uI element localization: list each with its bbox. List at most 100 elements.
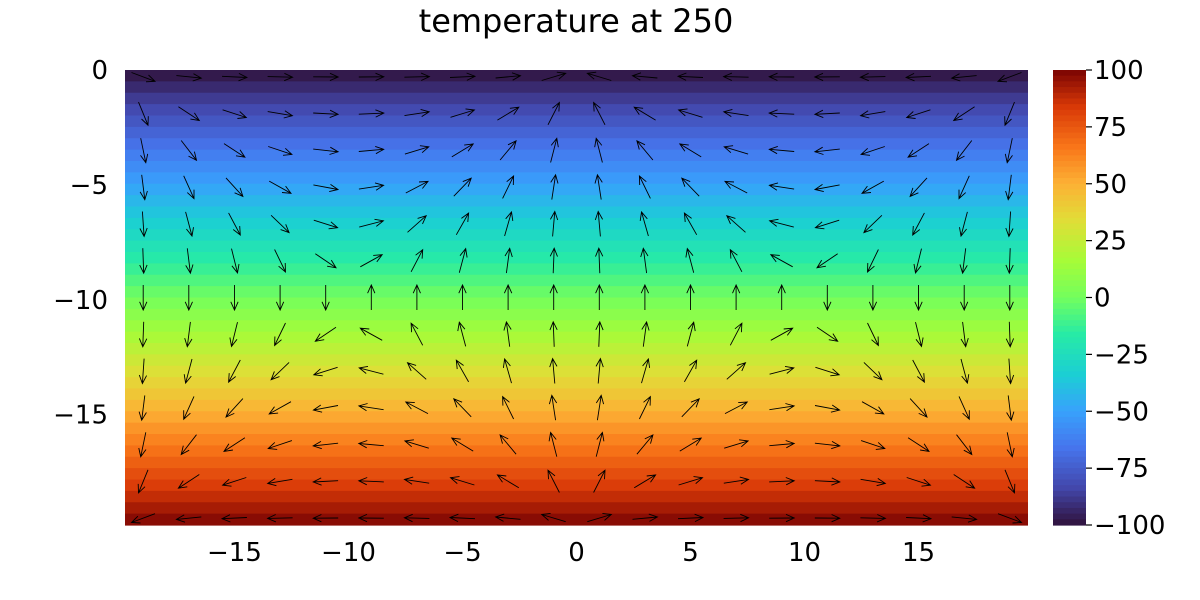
quiver-arrow [813,72,840,82]
colorbar-segment [1053,382,1086,390]
quiver-arrow [131,72,157,83]
quiver-arrow [548,431,558,457]
quiver-arrow [183,358,193,385]
colorbar-tick-label: 0 [1094,284,1111,314]
quiver-arrow [777,283,786,310]
quiver-arrow [220,514,247,523]
quiver-arrow [312,404,339,413]
quiver-arrow [183,175,195,200]
colorbar-segment [1053,195,1086,202]
quiver-arrow [357,477,384,486]
quiver-arrow [499,139,517,161]
colorbar-segment [1053,365,1086,373]
colorbar-tick-label: 100 [1094,56,1144,86]
quiver-arrow [638,395,651,420]
quiver-arrow [360,254,384,268]
colorbar-segment [1053,172,1086,179]
quiver-arrow [180,140,198,162]
quiver-arrow [814,404,841,413]
quiver-arrow [639,210,649,237]
quiver-arrow [1005,174,1014,201]
quiver-arrow [184,285,193,312]
contour-band [125,377,1028,390]
quiver-arrow [594,173,603,200]
quiver-arrow [410,248,424,273]
quiver-arrow [956,434,973,456]
colorbar-segment [1053,519,1086,526]
quiver-arrow [268,401,292,415]
quiver-arrow [633,474,657,489]
quiver-arrow [636,434,654,455]
quiver-arrow [724,401,749,414]
contour-band [125,331,1028,344]
quiver-arrow [270,362,290,381]
quiver-arrow [185,211,194,238]
quiver-arrow [404,401,429,414]
contour-band [125,286,1028,299]
contour-band [125,388,1028,401]
quiver-arrow [314,326,337,342]
colorbar-segment [1053,246,1086,253]
colorbar-segment [1053,462,1086,469]
colorbar-segment [1053,280,1086,287]
colorbar-segment [1053,269,1086,276]
quiver-arrow [228,359,241,384]
quiver-arrow [270,214,290,234]
colorbar-segment [1053,263,1086,270]
quiver-arrow [497,106,520,121]
quiver-arrow [769,403,796,412]
quiver-arrow [359,218,385,228]
quiver-arrow [729,248,743,273]
quiver-arrow [725,214,746,233]
quiver-arrow [450,108,476,118]
colorbar-segment [1053,434,1086,441]
quiver-arrow [960,285,969,312]
quiver-arrow [909,398,928,418]
colorbar-segment [1053,377,1086,384]
quiver-arrow [768,109,795,118]
contour-band [125,217,1028,230]
quiver-arrow [312,366,338,377]
quiver-arrow [1006,432,1015,458]
colorbar-segment [1053,496,1086,503]
quiver-arrow [504,247,513,274]
colorbar-segment [1053,325,1086,333]
quiver-arrow [681,397,700,418]
quiver-arrow [267,440,293,450]
colorbar-segment [1053,257,1086,264]
quiver-arrow [676,72,704,81]
quiver-arrow [550,210,559,237]
quiver-arrow [457,321,467,347]
contour-band [125,195,1028,208]
quiver-arrow [586,71,612,81]
colorbar-segment [1053,252,1086,259]
quiver-arrow [403,439,429,449]
x-tick-label: 5 [682,538,699,568]
quiver-arrow [595,431,605,457]
quiver-arrow [867,249,879,273]
quiver-arrow [358,182,385,191]
x-tick-label: −15 [207,538,262,568]
quiver-arrow [813,184,840,193]
quiver-arrow [997,513,1023,524]
quiver-arrow [175,514,202,523]
colorbar-segment [1053,183,1086,191]
quiver-arrow [686,321,696,347]
quiver-arrow [275,285,285,312]
quiver-arrow [274,249,286,273]
quiver-arrow [678,143,702,158]
contour-band [125,456,1028,469]
quiver-arrow [357,440,384,449]
quiver-arrow [641,357,651,384]
quiver-arrow [267,110,294,119]
quiver-arrow [996,72,1022,83]
contour-band [125,81,1028,94]
quiver-arrow [684,359,698,383]
quiver-arrow [683,212,698,236]
quiver-arrow [495,72,522,81]
quiver-arrow [458,247,468,273]
colorbar-segment [1053,75,1086,82]
quiver-arrow [223,143,246,158]
colorbar-segment [1053,189,1086,196]
colorbar-segment [1053,132,1086,139]
